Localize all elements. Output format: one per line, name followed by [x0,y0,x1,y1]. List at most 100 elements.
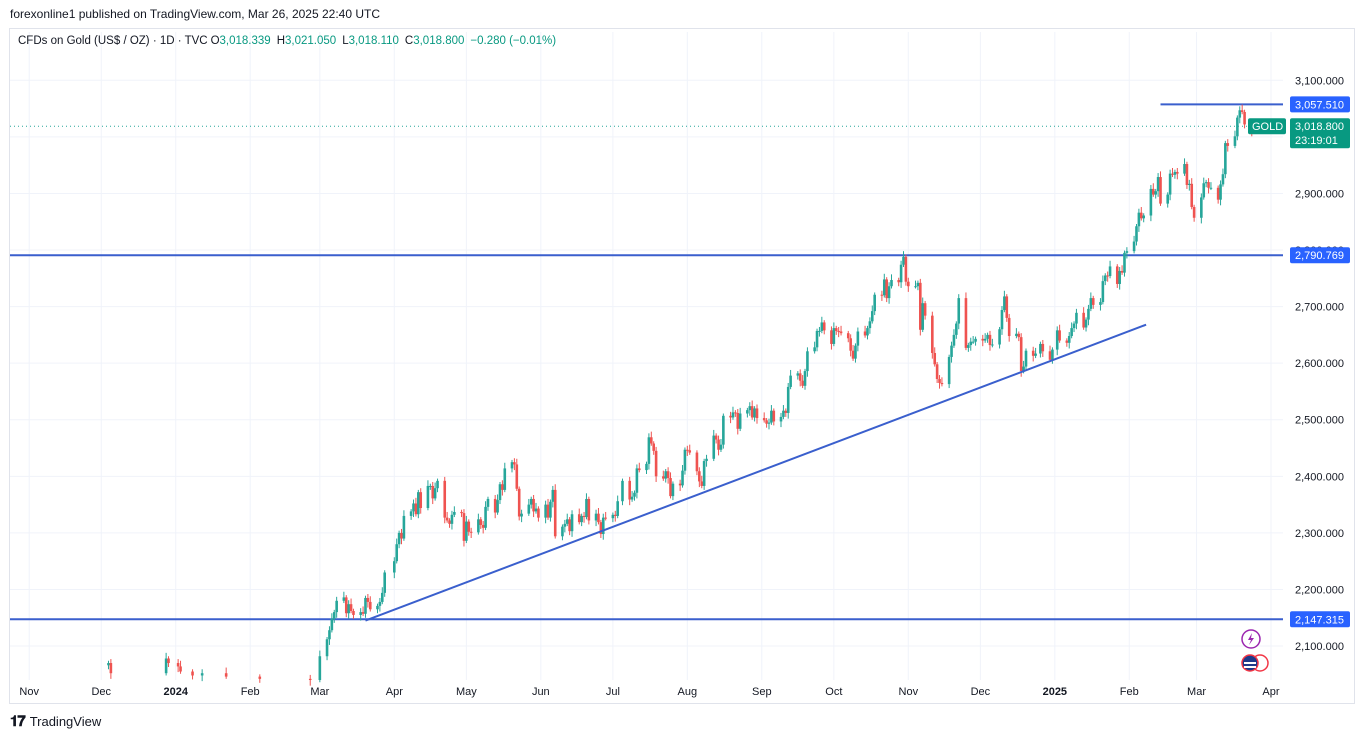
brand-name: TradingView [29,714,102,729]
candle-body [450,514,454,524]
candle-body [448,520,451,524]
candle-body [368,601,372,610]
candle-body [1072,323,1076,329]
candle-body [417,492,420,515]
candle-body [899,264,903,283]
candle-body [460,511,463,514]
candle-body [907,281,910,287]
footer[interactable]: 𝟏𝟕 TradingView [10,713,101,730]
candle-body [955,323,958,335]
candle-body [1192,207,1196,218]
candle-body [722,415,725,445]
candle-body [164,658,168,674]
candle-body [484,506,487,528]
candle-body [1075,312,1078,324]
candle-body [1185,164,1189,185]
candle-body [498,484,502,501]
candle-body [1007,317,1011,337]
candle-body [585,498,588,518]
candle-body [332,612,336,619]
candle-body [1125,251,1129,253]
candle-body [1082,312,1085,328]
candle-body [1108,266,1112,277]
candle-body [801,380,804,386]
candle-body [402,515,406,539]
candle-body [376,605,379,610]
candle-body [1190,183,1194,208]
candle-body [544,504,547,518]
candle-body [1216,187,1220,200]
candle-body [1151,188,1155,195]
x-tick-label: Sep [752,686,772,698]
candle-body [611,514,615,519]
candle-body [849,338,852,351]
candle-body [770,410,773,423]
candle-body [352,610,355,615]
candle-body [947,356,951,385]
x-tick-label: 2024 [163,686,188,698]
candle-body [520,513,523,517]
high-value: 3,021.050 [285,35,337,47]
candle-body [650,437,653,444]
candle-body [683,449,687,471]
candle-body [537,508,540,518]
candle-body [1051,349,1054,360]
candle-body [481,524,485,528]
candle-body [604,517,607,519]
candle-body [599,522,603,535]
candle-body [779,416,783,422]
price-tag-label: 2,147.315 [1295,614,1344,626]
candle-body [1024,350,1028,367]
candle-body [1115,266,1119,284]
candle-body [880,294,884,296]
candle-body [347,604,350,614]
countdown-label: 23:19:01 [1295,135,1338,147]
candle-body [1099,302,1102,305]
symbol-name: CFDs on Gold (US$ / OZ) · 1D · TVC [18,35,208,47]
candle-body [513,462,516,465]
candle-body [517,488,521,517]
candle-body [647,437,651,464]
candle-body [1084,319,1088,328]
candle-body [719,444,723,450]
candle-body [902,256,905,265]
candle-body [1034,353,1037,356]
candle-body [851,350,855,359]
x-tick-label: Nov [19,686,39,698]
candle-body [1154,191,1157,195]
close-label: C [404,35,414,47]
candle-body [1142,215,1145,219]
trend-line-group [365,323,1147,622]
candle-body [1101,281,1105,303]
chart-frame[interactable] [9,28,1355,704]
candle-body [380,592,384,602]
candle-body [409,511,413,516]
candle-body [1188,183,1191,185]
candle-body [366,597,370,602]
candle-body [1166,194,1170,204]
open-label: O [210,35,220,47]
candle-body [1226,143,1230,146]
candle-body [462,513,466,541]
publisher-line: forexonline1 published on TradingView.co… [10,7,381,21]
candle-body [846,333,850,339]
x-tick-label: May [456,686,477,698]
x-tick-label: Feb [1120,686,1139,698]
candle-body [1173,171,1177,175]
candle-body [988,334,992,346]
candle-body [534,508,538,512]
candle-body [897,280,900,283]
candle-body [1243,111,1246,125]
x-tick-label: Mar [1187,686,1206,698]
candle-body [318,656,322,680]
candle-body [503,468,507,490]
candle-body [597,513,600,523]
x-tick-label: Apr [1262,686,1279,698]
candle-body [772,410,776,422]
candle-body [1091,298,1095,305]
low-value: 3,018.110 [348,35,399,47]
candle-body [580,515,583,523]
y-tick-label: 2,500.000 [1295,415,1344,427]
candle-body [1202,183,1206,198]
